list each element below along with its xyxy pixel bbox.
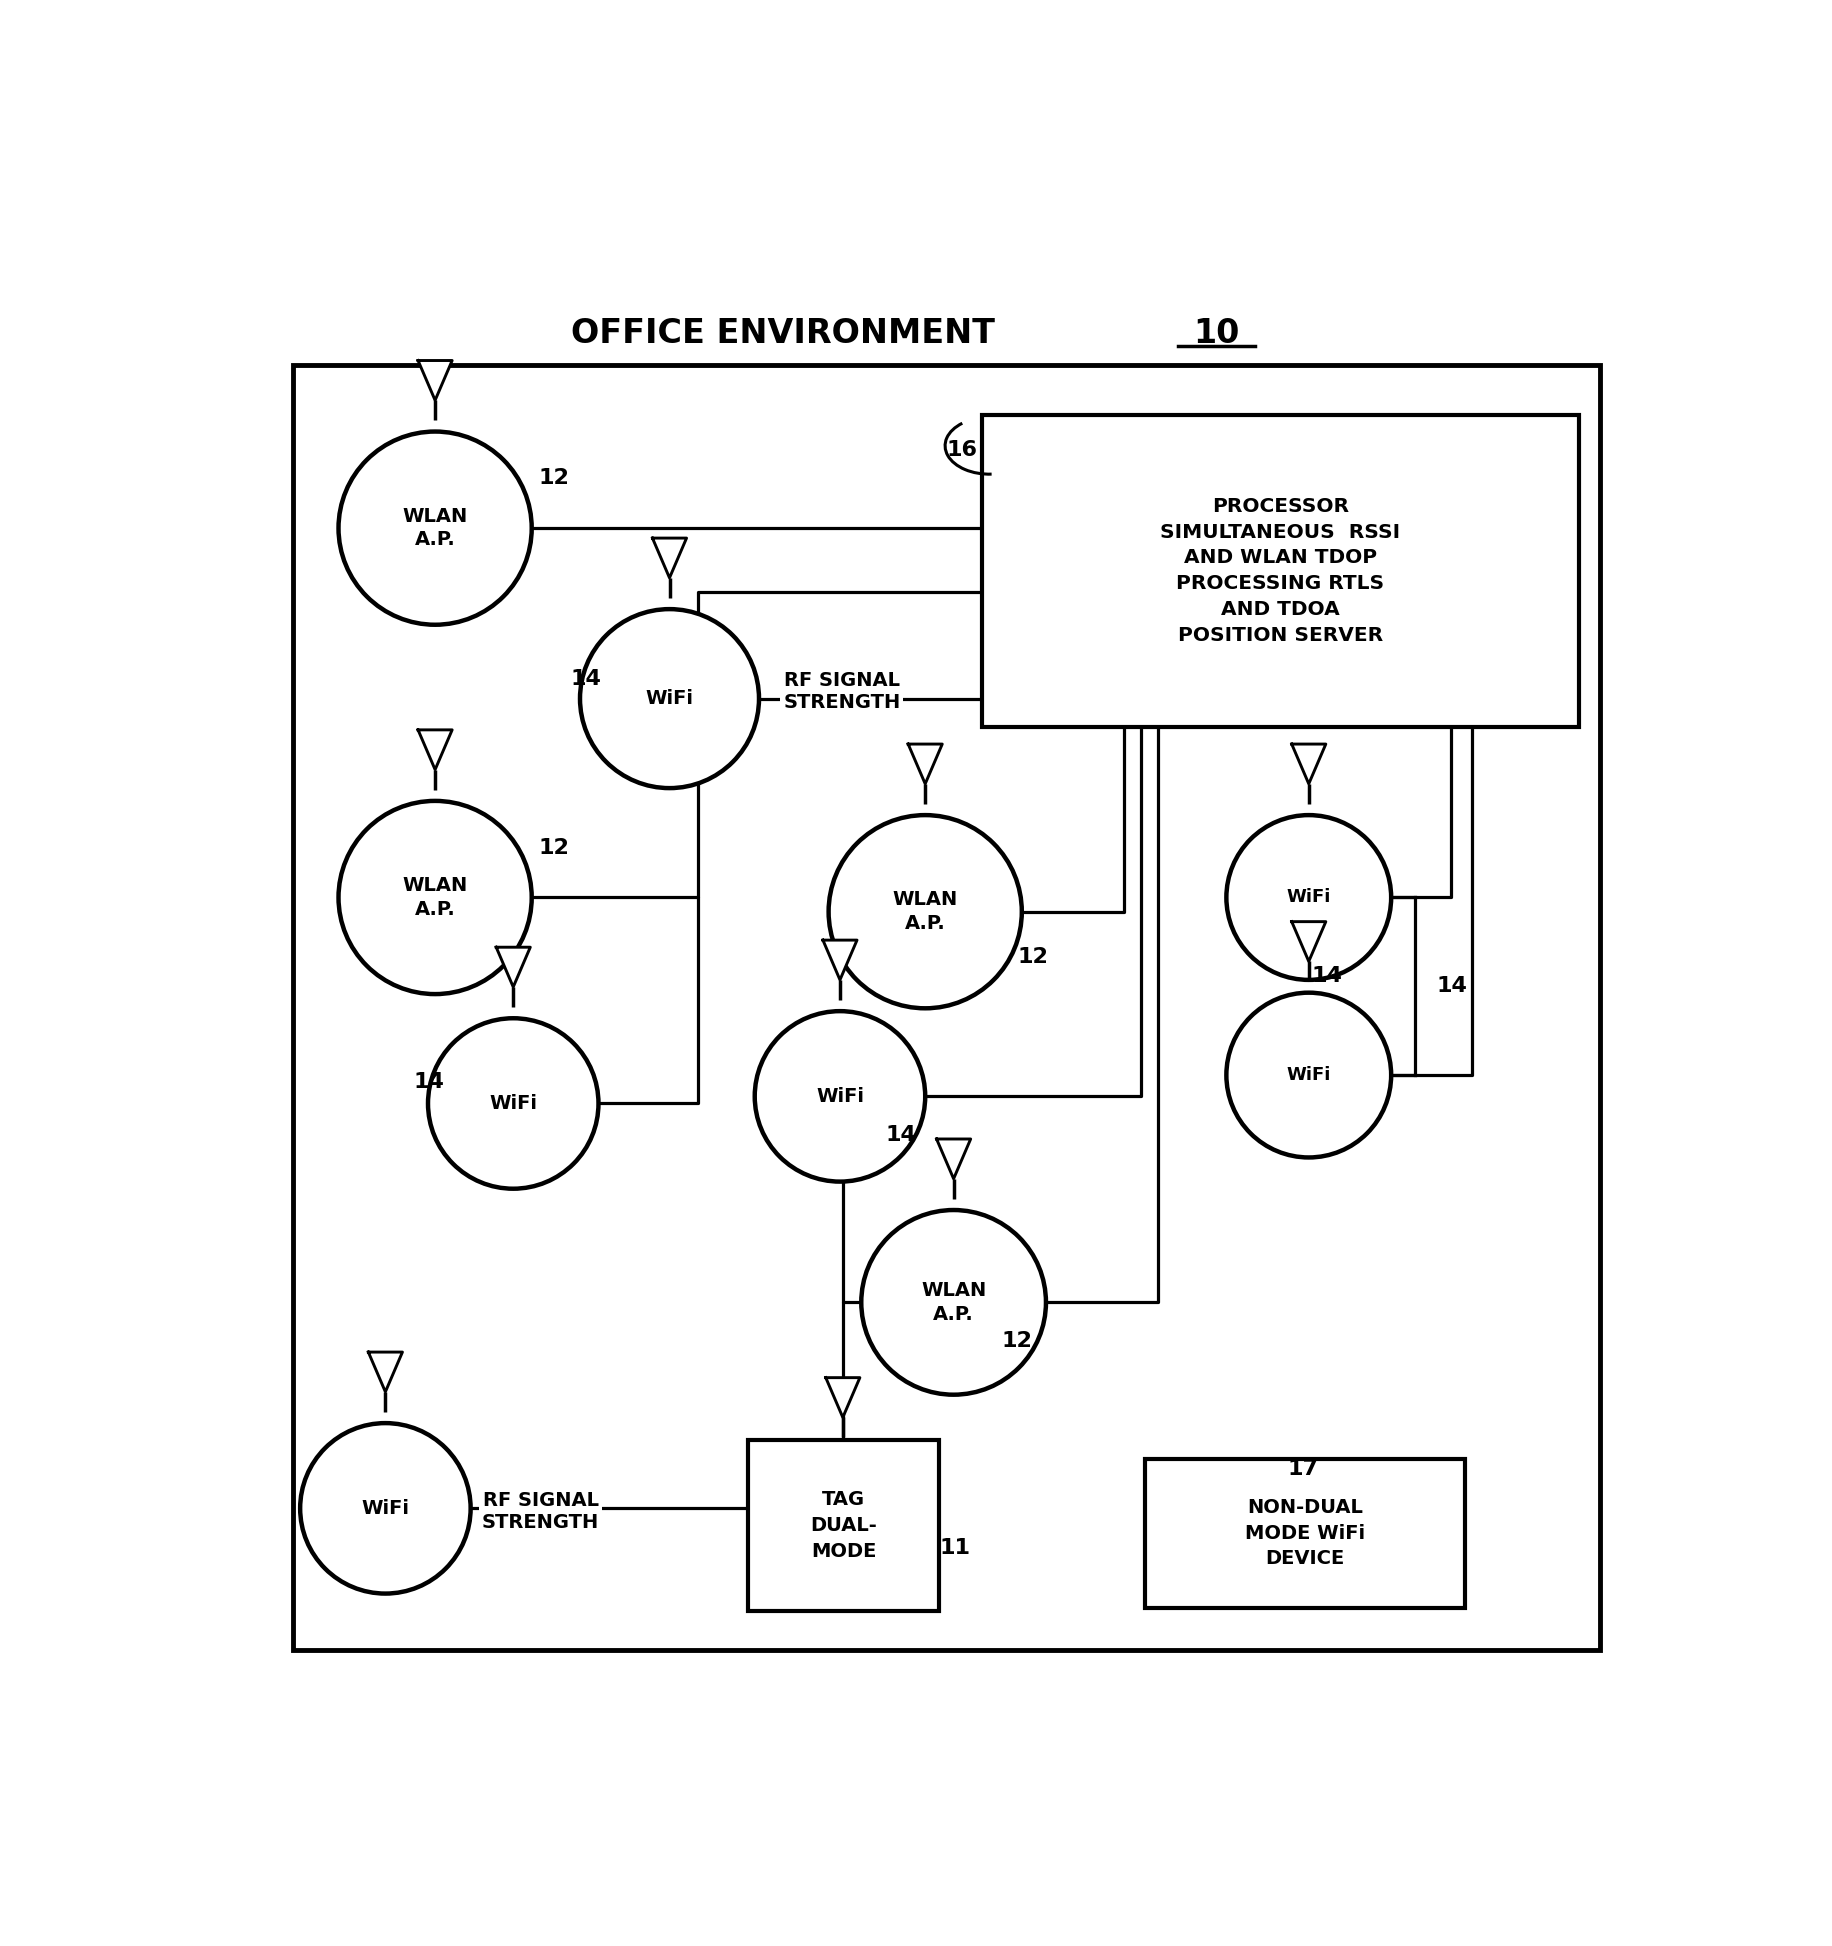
Text: 12: 12 — [539, 469, 570, 488]
Text: TAG
DUAL-
MODE: TAG DUAL- MODE — [810, 1491, 876, 1561]
Circle shape — [300, 1423, 471, 1594]
Circle shape — [1226, 992, 1390, 1158]
Bar — [1145, 1460, 1464, 1607]
Text: 14: 14 — [414, 1072, 445, 1092]
Text: 17: 17 — [1286, 1460, 1317, 1479]
Text: WiFi: WiFi — [1286, 889, 1330, 907]
Text: WLAN
A.P.: WLAN A.P. — [403, 506, 467, 549]
Polygon shape — [496, 948, 529, 987]
Circle shape — [828, 815, 1020, 1008]
Text: 12: 12 — [539, 839, 570, 858]
Text: NON-DUAL
MODE WiFi
DEVICE: NON-DUAL MODE WiFi DEVICE — [1244, 1498, 1365, 1568]
Text: PROCESSOR
SIMULTANEOUS  RSSI
AND WLAN TDOP
PROCESSING RTLS
AND TDOA
POSITION SER: PROCESSOR SIMULTANEOUS RSSI AND WLAN TDO… — [1160, 496, 1400, 644]
Text: 14: 14 — [570, 669, 601, 689]
Text: WiFi: WiFi — [1286, 1066, 1330, 1084]
Text: RF SIGNAL
STRENGTH: RF SIGNAL STRENGTH — [482, 1491, 599, 1532]
Polygon shape — [1292, 743, 1325, 784]
Polygon shape — [1292, 922, 1325, 961]
Text: 12: 12 — [1002, 1331, 1031, 1351]
Bar — [747, 1440, 938, 1611]
Circle shape — [1226, 815, 1390, 981]
Circle shape — [339, 432, 531, 625]
Circle shape — [339, 802, 531, 994]
Polygon shape — [936, 1138, 971, 1179]
Bar — [982, 414, 1577, 728]
Text: WiFi: WiFi — [815, 1088, 863, 1105]
Text: 12: 12 — [1017, 948, 1048, 967]
Text: WLAN
A.P.: WLAN A.P. — [920, 1280, 986, 1323]
Text: WiFi: WiFi — [489, 1094, 537, 1113]
Text: 14: 14 — [1436, 975, 1467, 996]
Text: WiFi: WiFi — [645, 689, 692, 708]
Text: WiFi: WiFi — [361, 1498, 409, 1518]
Circle shape — [579, 609, 758, 788]
Polygon shape — [823, 940, 857, 981]
Text: WLAN
A.P.: WLAN A.P. — [403, 876, 467, 919]
Polygon shape — [824, 1378, 859, 1417]
Text: OFFICE ENVIRONMENT: OFFICE ENVIRONMENT — [572, 317, 995, 350]
Circle shape — [755, 1012, 925, 1181]
Polygon shape — [368, 1352, 403, 1391]
Polygon shape — [418, 730, 453, 771]
Circle shape — [427, 1018, 597, 1189]
Text: 16: 16 — [945, 440, 976, 459]
Text: RF SIGNAL
STRENGTH: RF SIGNAL STRENGTH — [782, 671, 900, 712]
Text: 10: 10 — [1193, 317, 1238, 350]
Text: 11: 11 — [938, 1537, 969, 1559]
Polygon shape — [907, 743, 942, 784]
Text: WLAN
A.P.: WLAN A.P. — [892, 891, 958, 932]
Text: 14: 14 — [885, 1125, 916, 1144]
Polygon shape — [418, 360, 453, 401]
Polygon shape — [652, 539, 687, 578]
Text: 14: 14 — [1312, 965, 1341, 985]
Circle shape — [861, 1210, 1046, 1395]
